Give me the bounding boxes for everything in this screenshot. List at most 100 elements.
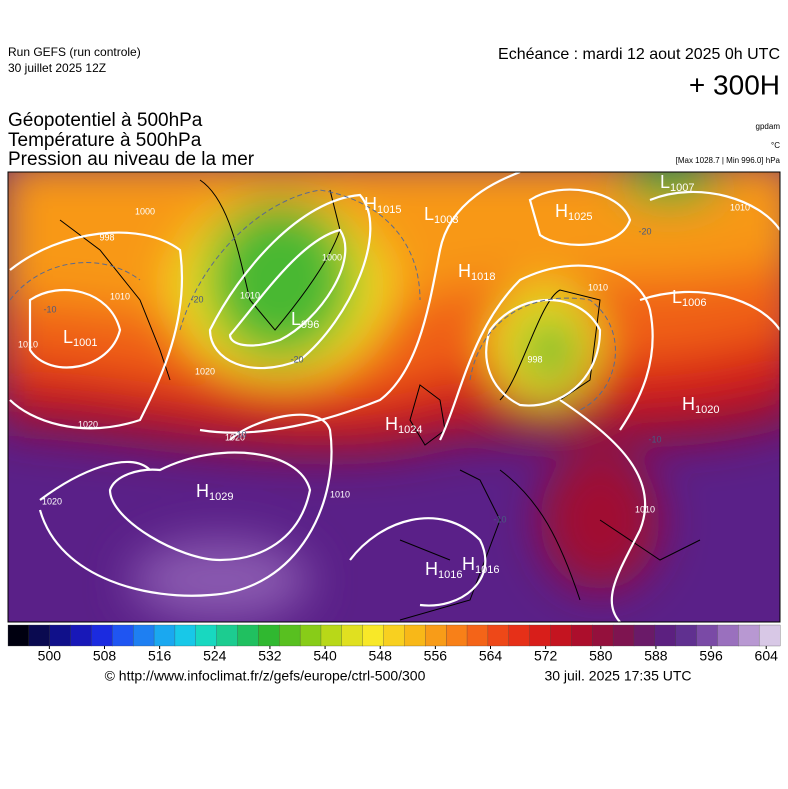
- center-value: 1020: [695, 404, 719, 416]
- isobar-label: 1010: [240, 290, 260, 300]
- colorbar-tick-label: 604: [755, 648, 779, 664]
- color-swatch: [592, 624, 614, 647]
- temperature-label: -10: [233, 429, 246, 439]
- colorbar-tick-label: 580: [589, 648, 613, 664]
- colorbar-tick-label: 564: [479, 648, 503, 664]
- color-swatch: [7, 624, 30, 647]
- isobar-label: 998: [99, 232, 114, 242]
- run-date: 30 juillet 2025 12Z: [8, 61, 106, 75]
- pressure-center: H1018: [458, 261, 495, 283]
- color-swatch: [320, 624, 343, 647]
- pressure-center: H1015: [364, 194, 401, 216]
- color-swatch: [466, 624, 489, 647]
- color-swatch: [216, 624, 238, 647]
- color-swatch: [383, 624, 405, 647]
- center-kind: H: [462, 554, 475, 574]
- center-value: 1016: [438, 569, 462, 581]
- colorbar-tick-label: 596: [699, 648, 723, 664]
- temperature-label: -20: [190, 294, 203, 304]
- center-value: 996: [301, 319, 319, 331]
- color-swatch: [404, 624, 426, 647]
- color-swatch: [133, 624, 155, 647]
- center-kind: L: [660, 172, 670, 192]
- color-swatch: [112, 624, 134, 647]
- pressure-center: H1025: [555, 201, 592, 223]
- color-swatch: [758, 624, 781, 647]
- isobar-label: 1020: [225, 432, 245, 442]
- center-value: 1018: [471, 271, 495, 283]
- pressure-center: L1007: [660, 172, 695, 194]
- isobar-label: 1020: [42, 496, 62, 506]
- isobar-label: 1020: [78, 419, 98, 429]
- colorbar-tick-label: 524: [203, 648, 227, 664]
- temperature-label: -10: [648, 434, 661, 444]
- color-swatch: [571, 624, 593, 647]
- footer-timestamp: 30 juil. 2025 17:35 UTC: [544, 668, 691, 684]
- center-kind: H: [385, 414, 398, 434]
- valid-time: Echéance : mardi 12 aout 2025 0h UTC: [498, 46, 780, 63]
- pressure-center: L1001: [63, 327, 98, 349]
- pressure-center: H1020: [682, 394, 719, 416]
- center-kind: H: [682, 394, 695, 414]
- lead-time: + 300H: [689, 69, 780, 100]
- temperature-label: -10: [43, 304, 56, 314]
- temperature-label: -10: [493, 514, 506, 524]
- center-kind: H: [555, 201, 568, 221]
- color-swatch: [633, 624, 656, 647]
- center-kind: L: [291, 309, 301, 329]
- center-value: 1016: [475, 564, 499, 576]
- center-value: 1015: [377, 204, 401, 216]
- color-swatch: [279, 624, 301, 647]
- run-label: Run GEFS (run controle): [8, 45, 141, 59]
- color-swatch: [612, 624, 635, 647]
- temperature-label: -20: [290, 354, 303, 364]
- temperature-contours: [9, 189, 616, 411]
- center-kind: L: [672, 287, 682, 307]
- center-kind: H: [196, 481, 209, 501]
- pressure-center: L1003: [424, 204, 459, 226]
- colorbar-tick-label: 588: [644, 648, 668, 664]
- unit-label: [Max 1028.7 | Min 996.0] hPa: [676, 156, 781, 165]
- colorbar-tick-label: 548: [369, 648, 393, 664]
- colorbar-tick-label: 556: [424, 648, 448, 664]
- isobar-label: 1010: [330, 489, 350, 499]
- isobar-label: 1000: [322, 252, 342, 262]
- isobar-label: 998: [527, 354, 542, 364]
- pressure-center: H1016: [462, 554, 499, 576]
- color-swatch: [70, 624, 92, 647]
- center-value: 1006: [682, 297, 706, 309]
- field-label: Température à 500hPa: [8, 130, 202, 151]
- field-label: Géopotentiel à 500hPa: [8, 110, 203, 131]
- pressure-center: H1024: [385, 414, 422, 436]
- center-value: 1003: [434, 214, 458, 226]
- center-kind: H: [458, 261, 471, 281]
- color-swatch: [258, 624, 280, 647]
- colorbar-tick-label: 532: [258, 648, 282, 664]
- center-kind: H: [364, 194, 377, 214]
- isobar-label: 1010: [588, 282, 608, 292]
- color-swatch: [529, 624, 551, 647]
- color-swatch: [195, 624, 218, 647]
- color-swatch: [299, 624, 322, 647]
- color-swatch: [362, 624, 385, 647]
- colorbar-tick-label: 572: [534, 648, 558, 664]
- unit-label: gpdam: [756, 122, 781, 131]
- isobar-label: 1000: [135, 206, 155, 216]
- colorbar-tick-label: 508: [93, 648, 117, 664]
- colorbar-tick-label: 540: [313, 648, 337, 664]
- color-swatch: [237, 624, 259, 647]
- center-value: 1024: [398, 424, 422, 436]
- colorbar-tick-label: 516: [148, 648, 172, 664]
- footer-url: © http://www.infoclimat.fr/z/gefs/europe…: [105, 668, 426, 684]
- height-field: [8, 172, 780, 620]
- color-swatch: [425, 624, 447, 647]
- isobars: [9, 172, 780, 622]
- color-swatch: [91, 624, 113, 647]
- isobar-label: 1020: [195, 366, 215, 376]
- colorbar-tick-label: 500: [38, 648, 62, 664]
- isobar-label: 1010: [635, 504, 655, 514]
- color-swatch: [341, 624, 364, 647]
- color-swatch: [508, 624, 531, 647]
- field-label: Pression au niveau de la mer: [8, 149, 255, 170]
- isobar-label: 1010: [18, 339, 38, 349]
